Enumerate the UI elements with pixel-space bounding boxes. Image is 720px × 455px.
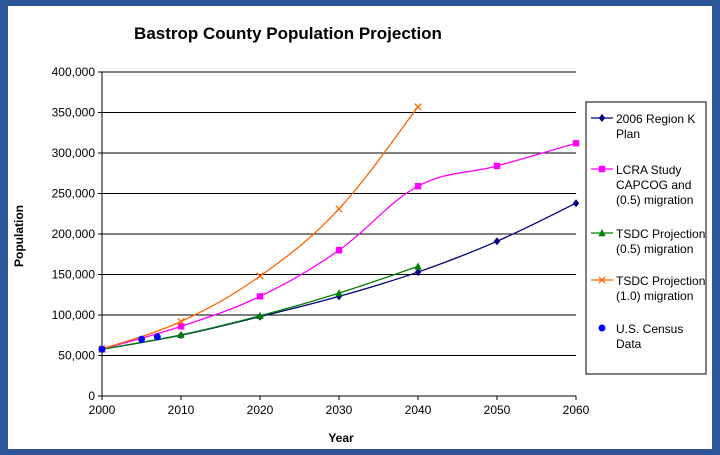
data-point [414,262,422,270]
legend-label: LCRA Study [616,163,681,177]
data-point [153,333,161,341]
data-point [598,165,606,173]
data-point [256,311,264,320]
legend-label: 2006 Region K [616,112,695,126]
x-tick-label: 2010 [168,403,195,417]
data-point [138,335,145,343]
x-tick-label: 2000 [89,403,116,417]
x-tick-label: 2020 [247,403,274,417]
y-tick-label: 350,000 [52,106,96,120]
legend-label: Plan [616,127,640,141]
legend-item: TSDC Projection(1.0) migration [591,274,705,303]
y-tick-label: 50,000 [58,349,95,363]
series-4 [98,333,161,353]
y-tick-label: 250,000 [52,187,96,201]
legend-label: (1.0) migration [616,289,693,303]
data-point [598,229,606,237]
data-point [414,183,422,190]
x-tick-label: 2060 [563,403,590,417]
data-point [414,103,422,111]
chart-area: Bastrop County Population Projection Yea… [8,6,712,449]
y-axis-title: Population [12,205,26,267]
data-point [256,293,264,300]
data-point [256,272,264,280]
legend-label: TSDC Projection [616,227,705,241]
data-point [335,205,343,213]
series-1 [98,140,580,353]
data-point [598,324,606,332]
y-tick-label: 300,000 [52,146,96,160]
population-line-chart: Bastrop County Population Projection Yea… [12,24,707,445]
legend-label: CAPCOG and [616,178,691,192]
data-point [335,289,343,297]
legend-item: TSDC Projection(0.5) migration [591,227,705,256]
y-tick-label: 0 [88,389,95,403]
legend-box [585,101,707,375]
series-line [101,142,577,350]
data-point [177,330,185,339]
data-point [598,114,606,122]
legend-label: Data [616,337,642,351]
y-tick-label: 400,000 [52,65,96,79]
data-point [493,162,501,170]
data-point [493,237,501,246]
data-point [572,199,580,208]
series-line [101,106,419,350]
y-tick-label: 200,000 [52,227,96,241]
legend-label: (0.5) migration [616,242,693,256]
legend-label: (0.5) migration [616,193,693,207]
x-tick-label: 2040 [405,403,432,417]
data-point [335,247,343,254]
legend-label: TSDC Projection [616,274,705,288]
series-line [101,265,419,350]
data-point [598,276,606,284]
data-point [414,268,422,277]
y-tick-label: 100,000 [52,308,96,322]
chart-title: Bastrop County Population Projection [134,24,442,43]
series-line [101,202,577,350]
x-tick-label: 2050 [484,403,511,417]
data-point [98,345,106,353]
x-tick-label: 2030 [326,403,353,417]
data-point [177,317,185,326]
legend-label: U.S. Census [616,322,683,336]
x-axis-title: Year [328,431,354,445]
data-point [177,323,185,330]
plot-layer: 0 50,000 100,000 150,000 200,000 250,000 300,0… [52,65,590,417]
y-tick-label: 150,000 [52,268,96,282]
data-point [572,140,580,147]
